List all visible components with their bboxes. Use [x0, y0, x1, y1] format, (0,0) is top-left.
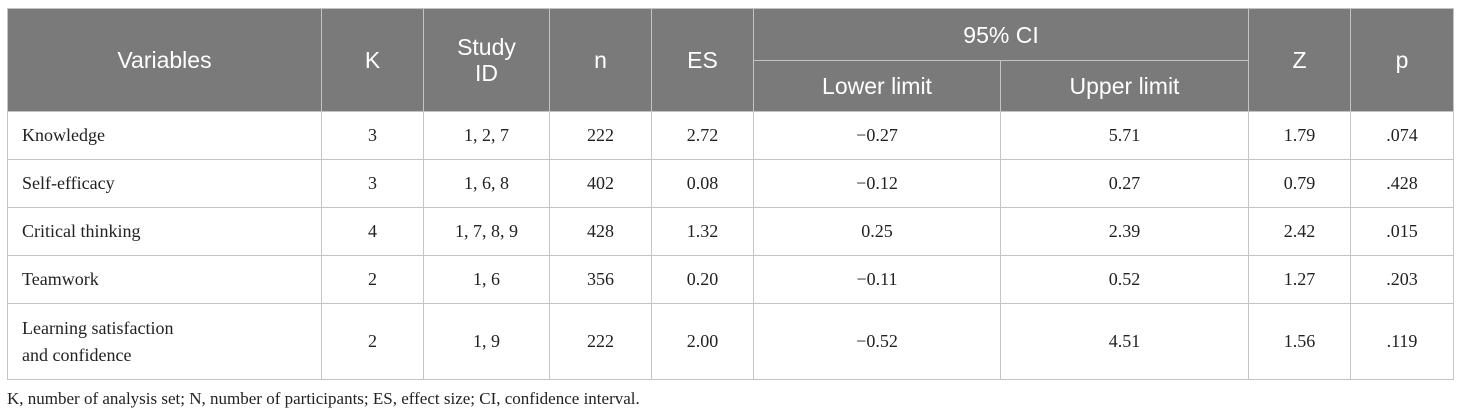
cell-p: .428	[1350, 159, 1454, 208]
cell-z: 0.79	[1248, 159, 1351, 208]
cell-lower-limit: −0.27	[753, 111, 1001, 160]
results-table-container: Variables K Study ID n ES 95% CI Z p Low…	[7, 8, 1454, 380]
cell-upper-limit: 0.52	[1000, 255, 1249, 304]
cell-variable-line2: and confidence	[22, 344, 132, 365]
header-study-id: Study ID	[423, 8, 550, 112]
table-row: Learning satisfaction and confidence 2 1…	[7, 303, 1454, 380]
cell-upper-limit: 2.39	[1000, 207, 1249, 256]
cell-variable: Teamwork	[7, 255, 322, 304]
cell-n: 402	[549, 159, 652, 208]
cell-lower-limit: −0.52	[753, 303, 1001, 380]
cell-variable: Knowledge	[7, 111, 322, 160]
results-table: Variables K Study ID n ES 95% CI Z p Low…	[7, 8, 1454, 380]
header-ci: 95% CI	[753, 8, 1249, 61]
cell-study-id: 1, 9	[423, 303, 550, 380]
cell-k: 2	[321, 255, 424, 304]
cell-es: 0.20	[651, 255, 754, 304]
header-n: n	[549, 8, 652, 112]
cell-p: .119	[1350, 303, 1454, 380]
cell-es: 2.00	[651, 303, 754, 380]
header-study-id-line2: ID	[475, 60, 498, 86]
cell-n: 356	[549, 255, 652, 304]
cell-p: .203	[1350, 255, 1454, 304]
cell-k: 3	[321, 111, 424, 160]
cell-p: .015	[1350, 207, 1454, 256]
cell-es: 2.72	[651, 111, 754, 160]
table-header: Variables K Study ID n ES 95% CI Z p Low…	[7, 8, 1454, 112]
cell-upper-limit: 0.27	[1000, 159, 1249, 208]
cell-lower-limit: −0.11	[753, 255, 1001, 304]
cell-z: 1.79	[1248, 111, 1351, 160]
cell-k: 4	[321, 207, 424, 256]
table-footnote: K, number of analysis set; N, number of …	[7, 389, 640, 408]
cell-variable: Self-efficacy	[7, 159, 322, 208]
cell-variable-line1: Learning satisfaction	[22, 317, 174, 338]
header-p: p	[1350, 8, 1454, 112]
cell-k: 3	[321, 159, 424, 208]
header-lower-limit: Lower limit	[753, 60, 1001, 112]
cell-upper-limit: 5.71	[1000, 111, 1249, 160]
cell-z: 1.56	[1248, 303, 1351, 380]
cell-k: 2	[321, 303, 424, 380]
header-variables: Variables	[7, 8, 322, 112]
header-z: Z	[1248, 8, 1351, 112]
table-body: Knowledge 3 1, 2, 7 222 2.72 −0.27 5.71 …	[7, 111, 1454, 380]
cell-n: 222	[549, 111, 652, 160]
cell-z: 1.27	[1248, 255, 1351, 304]
cell-lower-limit: 0.25	[753, 207, 1001, 256]
cell-study-id: 1, 7, 8, 9	[423, 207, 550, 256]
cell-upper-limit: 4.51	[1000, 303, 1249, 380]
table-row: Knowledge 3 1, 2, 7 222 2.72 −0.27 5.71 …	[7, 111, 1454, 160]
header-k: K	[321, 8, 424, 112]
cell-study-id: 1, 6	[423, 255, 550, 304]
cell-p: .074	[1350, 111, 1454, 160]
cell-variable: Critical thinking	[7, 207, 322, 256]
table-row: Critical thinking 4 1, 7, 8, 9 428 1.32 …	[7, 207, 1454, 256]
header-es: ES	[651, 8, 754, 112]
header-study-id-line1: Study	[457, 34, 516, 60]
cell-study-id: 1, 6, 8	[423, 159, 550, 208]
cell-z: 2.42	[1248, 207, 1351, 256]
table-row: Teamwork 2 1, 6 356 0.20 −0.11 0.52 1.27…	[7, 255, 1454, 304]
header-upper-limit: Upper limit	[1000, 60, 1249, 112]
cell-n: 428	[549, 207, 652, 256]
cell-n: 222	[549, 303, 652, 380]
cell-es: 0.08	[651, 159, 754, 208]
cell-lower-limit: −0.12	[753, 159, 1001, 208]
cell-study-id: 1, 2, 7	[423, 111, 550, 160]
cell-variable: Learning satisfaction and confidence	[7, 303, 322, 380]
table-row: Self-efficacy 3 1, 6, 8 402 0.08 −0.12 0…	[7, 159, 1454, 208]
cell-es: 1.32	[651, 207, 754, 256]
